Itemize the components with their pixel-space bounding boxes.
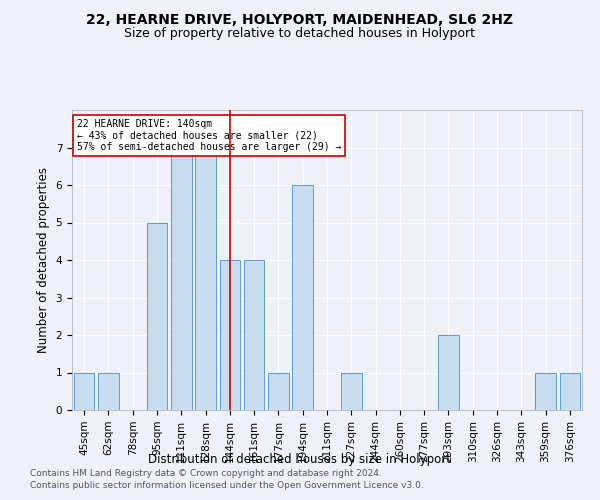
Bar <box>535 372 556 410</box>
Bar <box>195 148 216 410</box>
Text: 22 HEARNE DRIVE: 140sqm
← 43% of detached houses are smaller (22)
57% of semi-de: 22 HEARNE DRIVE: 140sqm ← 43% of detache… <box>77 119 341 152</box>
Bar <box>560 372 580 410</box>
Text: Distribution of detached houses by size in Holyport: Distribution of detached houses by size … <box>149 452 452 466</box>
Bar <box>98 372 119 410</box>
Bar <box>146 222 167 410</box>
Text: 22, HEARNE DRIVE, HOLYPORT, MAIDENHEAD, SL6 2HZ: 22, HEARNE DRIVE, HOLYPORT, MAIDENHEAD, … <box>86 12 514 26</box>
Bar <box>220 260 240 410</box>
Bar <box>438 335 459 410</box>
Y-axis label: Number of detached properties: Number of detached properties <box>37 167 50 353</box>
Bar <box>341 372 362 410</box>
Bar <box>268 372 289 410</box>
Text: Contains HM Land Registry data © Crown copyright and database right 2024.: Contains HM Land Registry data © Crown c… <box>30 468 382 477</box>
Bar <box>292 185 313 410</box>
Bar <box>74 372 94 410</box>
Bar <box>244 260 265 410</box>
Text: Contains public sector information licensed under the Open Government Licence v3: Contains public sector information licen… <box>30 481 424 490</box>
Bar <box>171 148 191 410</box>
Text: Size of property relative to detached houses in Holyport: Size of property relative to detached ho… <box>125 28 476 40</box>
